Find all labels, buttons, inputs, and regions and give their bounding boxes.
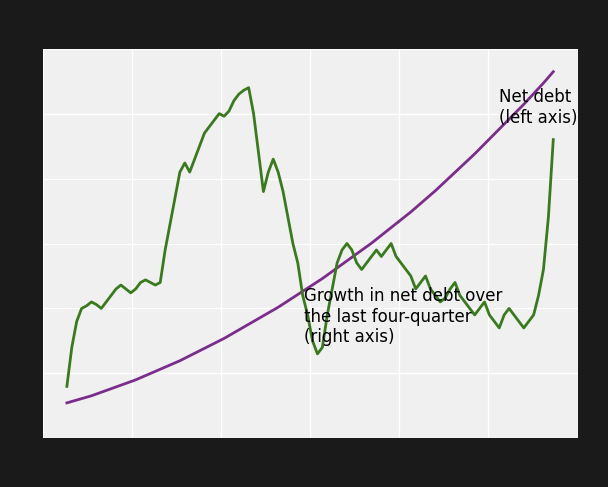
Text: Net debt
(left axis): Net debt (left axis)	[499, 88, 577, 127]
Text: Growth in net debt over
the last four-quarter
(right axis): Growth in net debt over the last four-qu…	[304, 287, 502, 346]
